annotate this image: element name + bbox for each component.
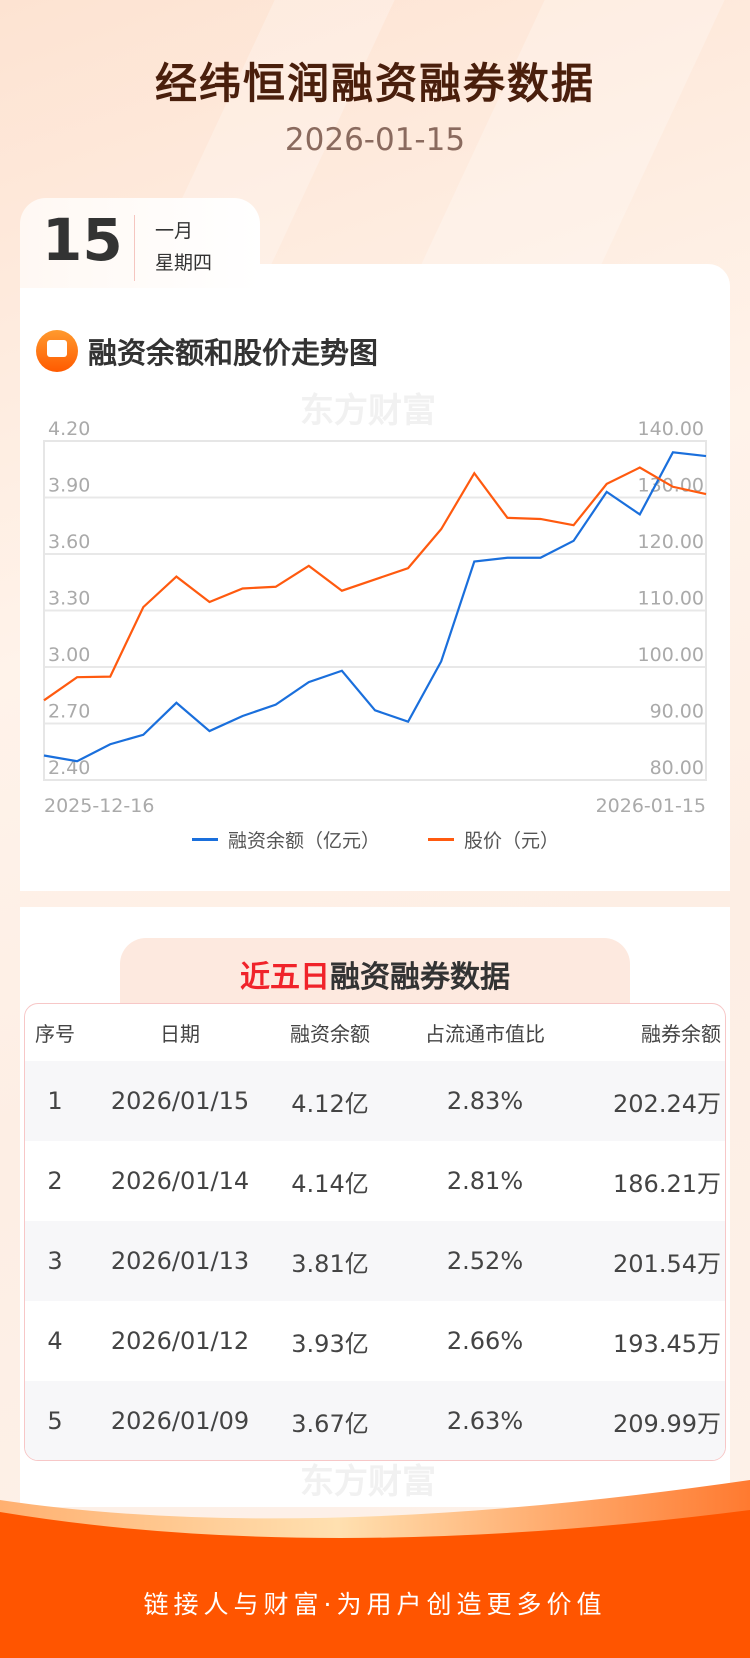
watermark: 东方财富 [300,1462,436,1502]
table-row: 5 2026/01/09 3.67亿 2.63% 209.99万 [25,1381,725,1460]
chart-icon [36,330,78,372]
table-cell: 2.52% [446,1247,524,1275]
table-cell: 4.14亿 [291,1169,369,1198]
footer-banner [0,1480,750,1658]
table-cell: 209.99万 [613,1409,721,1438]
page-title: 经纬恒润融资融券数据 [154,59,595,108]
header-ratio: 占流通市值比 [425,1022,545,1046]
left-y-tick: 3.30 [48,588,90,610]
header-date: 日期 [160,1022,200,1046]
table-cell: 1 [47,1087,63,1115]
divider [134,215,135,281]
table-cell: 4.12亿 [291,1089,369,1118]
table-cell: 2026/01/09 [110,1407,250,1435]
table-cell: 193.45万 [613,1329,721,1358]
table-cell: 201.54万 [613,1249,721,1278]
table-cell: 4 [47,1327,63,1355]
margin-table: 序号 日期 融资余额 占流通市值比 融券余额 1 2026/01/15 4.12亿 2… [24,1003,726,1461]
table-cell: 2026/01/15 [110,1087,250,1115]
left-y-tick: 3.00 [48,644,90,666]
table-cell: 2.63% [446,1407,524,1435]
table-cell: 2 [47,1167,63,1195]
table-title-rest: 融资融券数据 [330,960,510,995]
table-title-highlight: 近五日 [240,960,330,995]
right-y-tick: 120.00 [638,531,704,553]
table-header: 序号 日期 融资余额 占流通市值比 融券余额 [25,1004,725,1061]
watermark: 东方财富 [300,391,436,431]
legend-label: 融资余额（亿元） [228,830,381,852]
date-weekday: 星期四 [155,252,213,274]
line-chart: 4.20 140.003.90 130.003.60 120.003.30 110.00… [43,418,707,817]
left-y-tick: 3.60 [48,531,90,553]
table-row: 2 2026/01/14 4.14亿 2.81% 186.21万 [25,1141,725,1221]
footer-slogan: 链接人与财富·为用户创造更多价值 [143,1590,607,1619]
date-day: 15 [42,206,123,274]
date-card [20,198,260,288]
header-margin-balance: 融资余额 [290,1022,370,1046]
x-tick-start: 2025-12-16 [44,795,154,817]
report-date: 2026-01-15 [284,122,466,158]
right-y-tick: 110.00 [638,588,704,610]
left-y-tick: 4.20 [48,418,90,440]
table-cell: 2026/01/13 [110,1247,250,1275]
date-month: 一月 [155,220,194,242]
table-cell: 202.24万 [613,1089,721,1118]
table-row: 3 2026/01/13 3.81亿 2.52% 201.54万 [25,1221,725,1301]
table-cell: 2026/01/12 [110,1327,250,1355]
left-y-tick: 2.40 [48,757,90,779]
chart-panel [20,264,730,891]
header-index: 序号 [35,1022,75,1046]
right-y-tick: 80.00 [650,757,704,779]
table-cell: 3.67亿 [291,1409,369,1438]
legend-swatch [428,838,454,841]
table-cell: 186.21万 [613,1169,721,1198]
right-y-tick: 140.00 [638,418,704,440]
x-tick-end: 2026-01-15 [596,795,706,817]
left-y-tick: 2.70 [48,701,90,723]
table-cell: 2.66% [446,1327,524,1355]
right-y-tick: 90.00 [650,701,704,723]
right-y-tick: 100.00 [638,644,704,666]
table-row: 4 2026/01/12 3.93亿 2.66% 193.45万 [25,1301,725,1381]
table-row: 1 2026/01/15 4.12亿 2.83% 202.24万 [25,1061,725,1141]
table-cell: 2.81% [446,1167,524,1195]
table-cell: 3 [47,1247,63,1275]
chart-title: 融资余额和股价走势图 [88,336,379,370]
legend-swatch [192,838,218,841]
table-cell: 3.81亿 [291,1249,369,1278]
legend-item-margin: 融资余额（亿元） [192,826,380,853]
table-cell: 2.83% [446,1087,524,1115]
table-cell: 2026/01/14 [110,1167,250,1195]
table-cell: 3.93亿 [291,1329,369,1358]
plot-frame [43,440,707,781]
table-title: 近五日融资融券数据 [120,938,630,1008]
legend-item-price: 股价（元） [428,826,559,853]
left-y-tick: 3.90 [48,475,90,497]
series-line-price [43,466,707,702]
legend-label: 股价（元） [464,830,560,852]
header-short-balance: 融券余额 [641,1022,721,1046]
table-cell: 5 [47,1407,63,1435]
